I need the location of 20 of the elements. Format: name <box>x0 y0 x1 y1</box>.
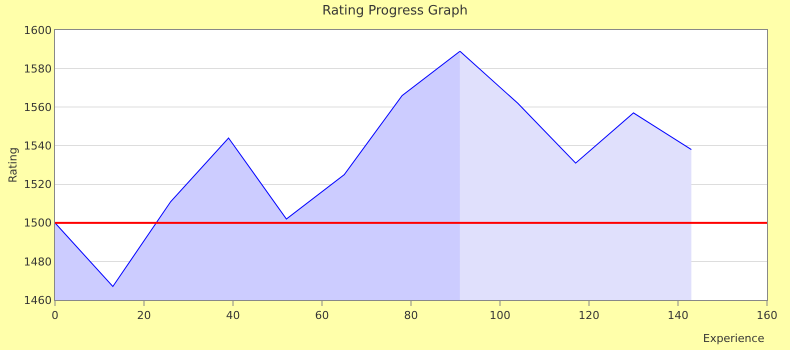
x-tick-label: 120 <box>578 309 600 322</box>
chart-title: Rating Progress Graph <box>322 3 468 18</box>
x-tick-label: 0 <box>52 309 58 322</box>
y-tick-label: 1540 <box>24 140 52 153</box>
y-tick-label: 1560 <box>24 100 52 114</box>
y-tick-label: 1520 <box>24 178 52 192</box>
x-tick-label: 60 <box>315 309 329 322</box>
y-tick-label: 1480 <box>24 255 52 268</box>
y-tick-label: 1600 <box>24 24 52 37</box>
x-tick-label: 20 <box>137 309 151 322</box>
x-tick-label: 100 <box>490 309 510 322</box>
x-axis-title: Experience <box>703 332 765 345</box>
y-axis-title: Rating <box>6 147 20 183</box>
x-tick-label: 40 <box>226 309 240 322</box>
y-tick-label: 1580 <box>24 62 52 76</box>
x-tick-label: 160 <box>756 309 778 322</box>
y-tick-label: 1460 <box>24 294 52 307</box>
x-tick-label: 80 <box>404 309 418 322</box>
x-tick-label: 140 <box>668 309 688 322</box>
y-tick-label: 1500 <box>24 216 52 230</box>
